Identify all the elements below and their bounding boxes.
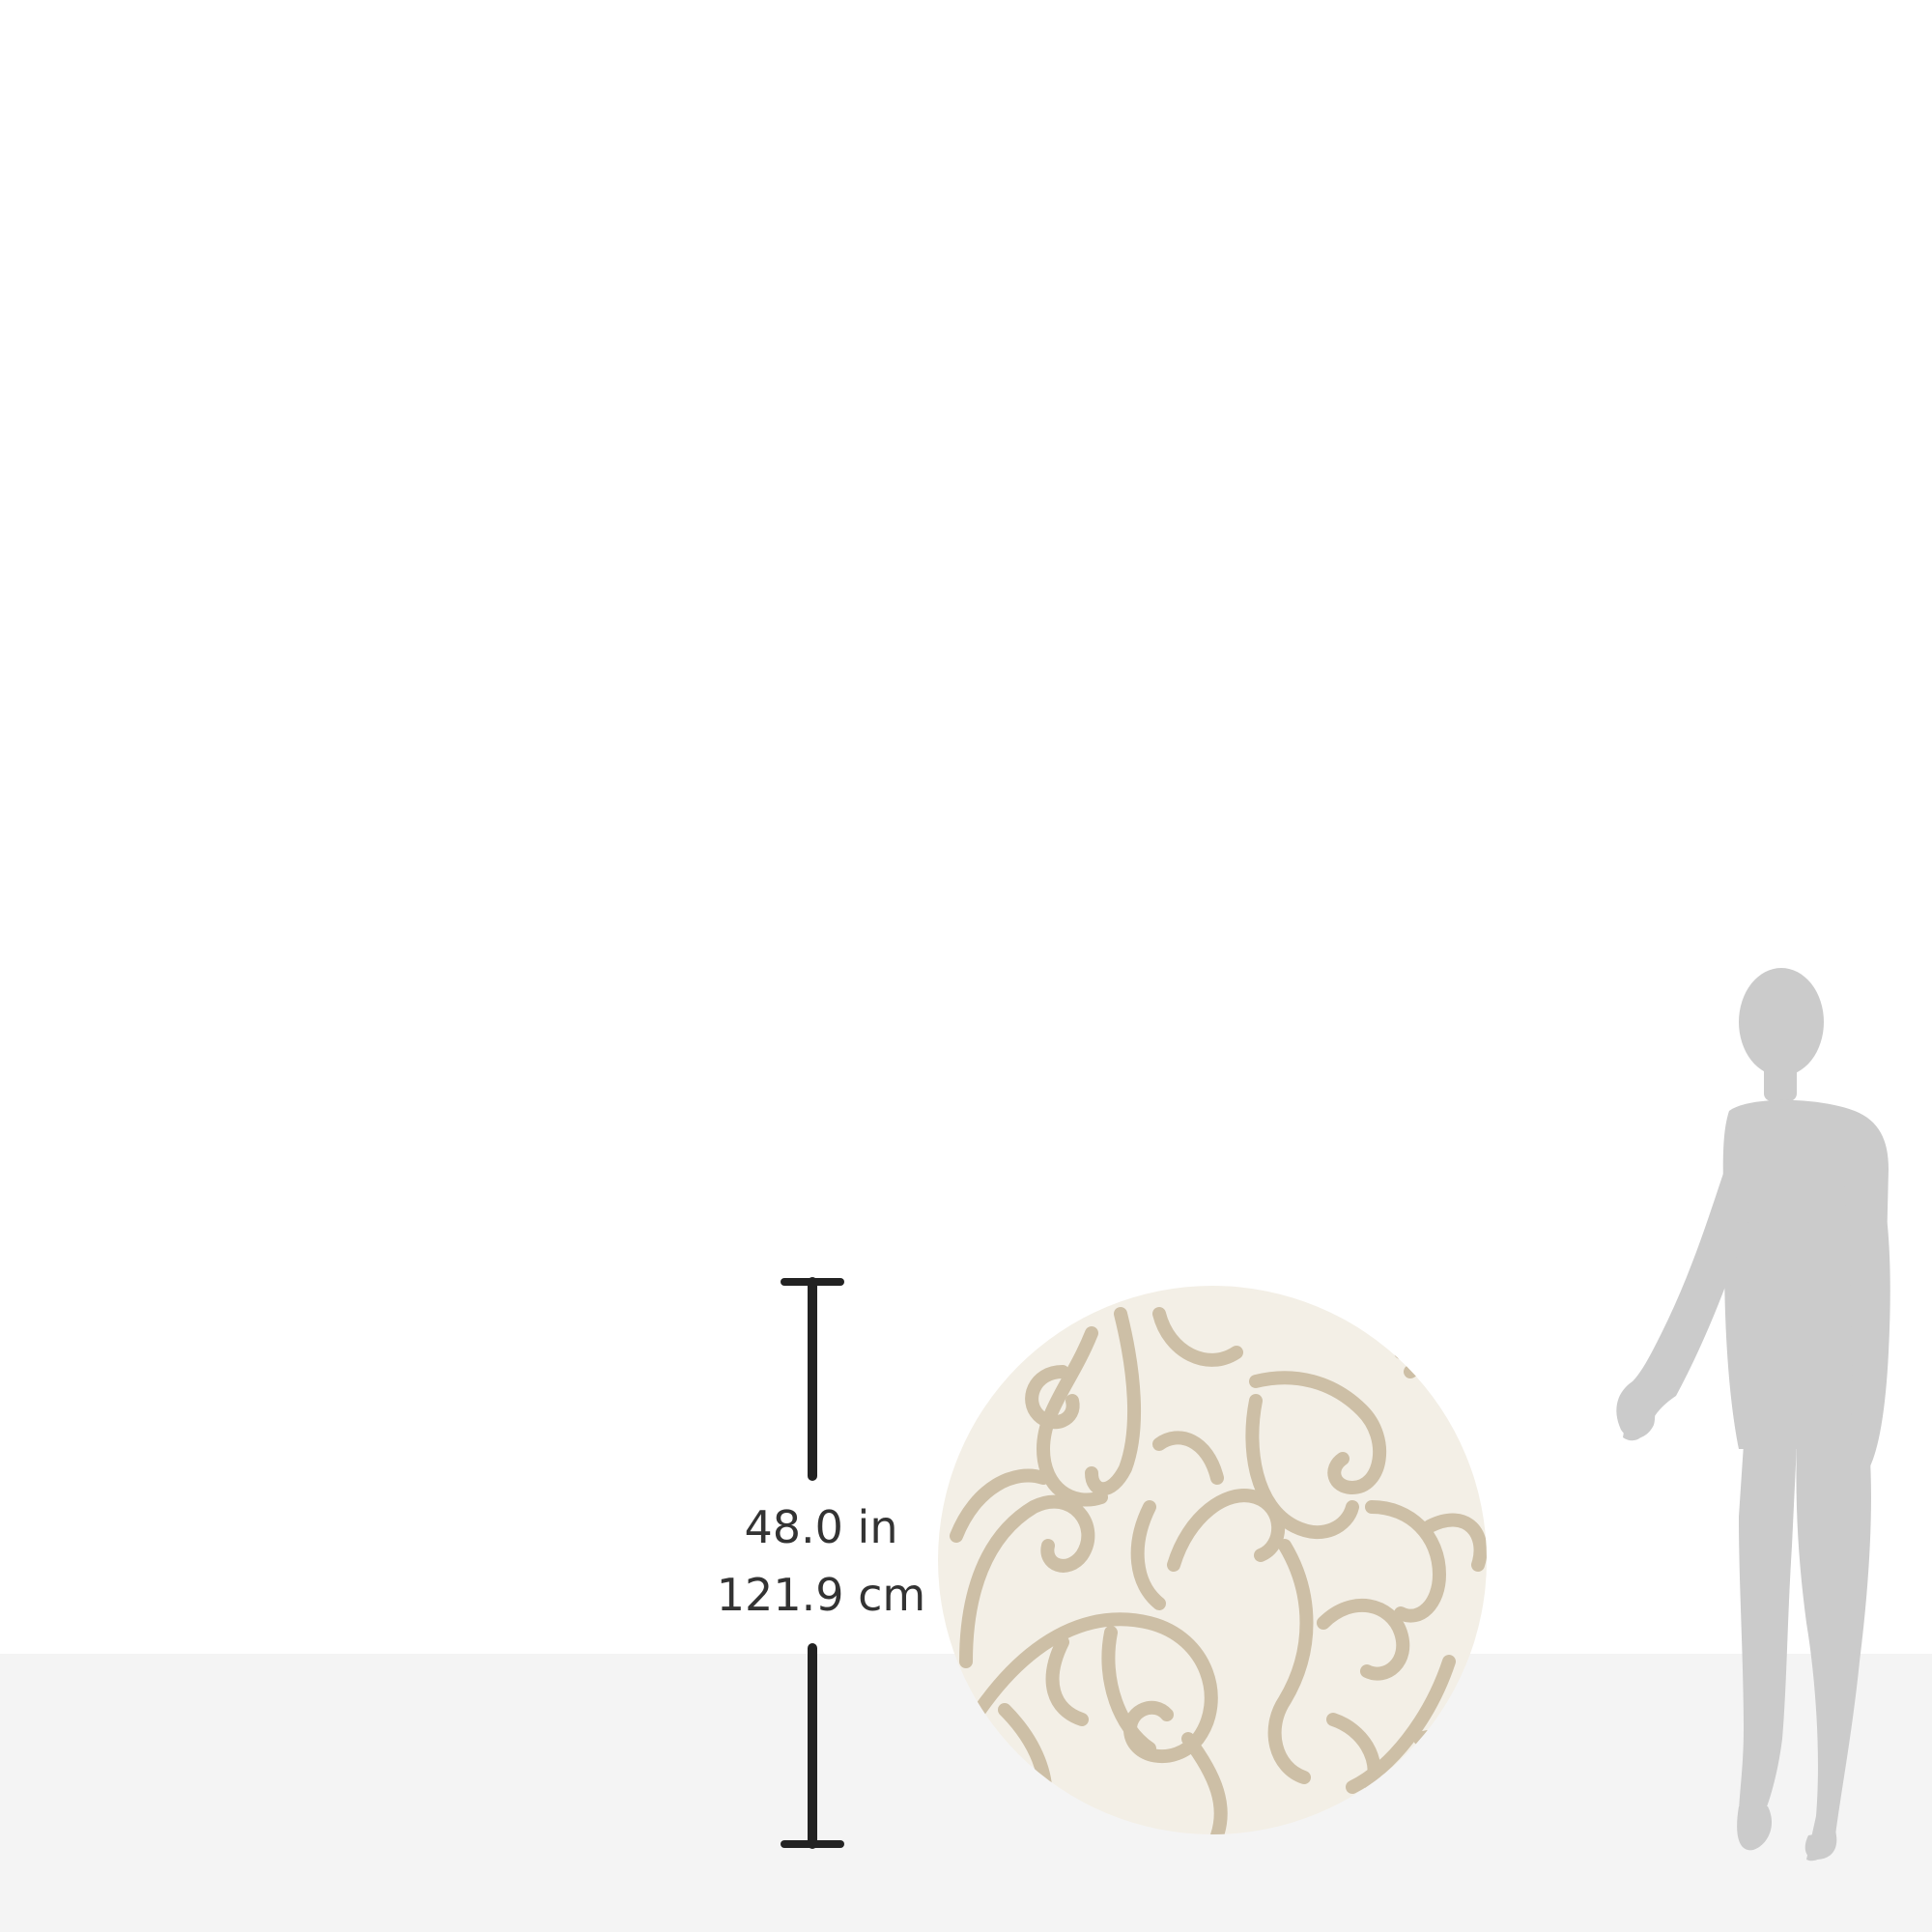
dimension-centimeters-label: 121.9 cm — [716, 1569, 926, 1621]
round-rug-image — [938, 1286, 1487, 1834]
dimension-bar — [781, 1277, 844, 1849]
dimension-inches-label: 48.0 in — [744, 1501, 898, 1553]
floor-band — [0, 1654, 1932, 1932]
person-silhouette-icon — [1616, 968, 1890, 1861]
